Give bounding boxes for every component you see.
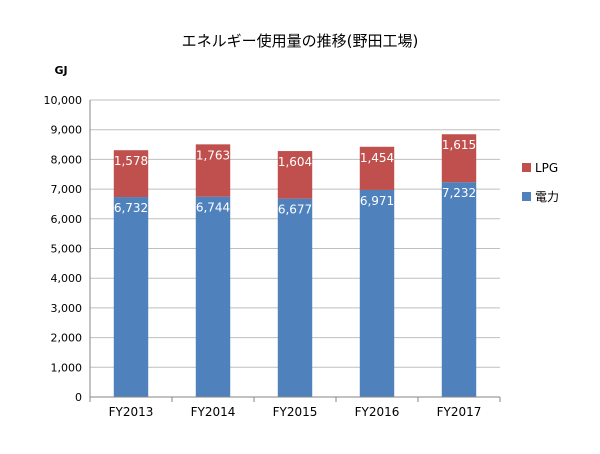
bar-lpg bbox=[277, 151, 313, 199]
data-label: 1,578 bbox=[114, 154, 148, 168]
bar-electricity bbox=[195, 196, 231, 397]
bar-lpg bbox=[113, 150, 149, 198]
x-tick-label: FY2016 bbox=[355, 405, 400, 419]
bar-electricity bbox=[113, 197, 149, 397]
data-label: 6,677 bbox=[278, 203, 312, 217]
data-label: 7,232 bbox=[442, 186, 476, 200]
chart-title: エネルギー使用量の推移(野田工場) bbox=[182, 32, 419, 50]
y-tick-label: 7,000 bbox=[51, 183, 83, 196]
legend-swatch bbox=[522, 163, 531, 172]
y-tick-label: 10,000 bbox=[44, 94, 83, 107]
y-tick-label: 3,000 bbox=[51, 302, 83, 315]
data-label: 6,732 bbox=[114, 201, 148, 215]
y-tick-label: 4,000 bbox=[51, 272, 83, 285]
legend-swatch bbox=[522, 192, 531, 201]
bar-electricity bbox=[359, 189, 395, 397]
data-label: 1,604 bbox=[278, 155, 312, 169]
x-tick-label: FY2014 bbox=[191, 405, 236, 419]
x-tick-label: FY2015 bbox=[273, 405, 318, 419]
bar-lpg bbox=[359, 146, 395, 190]
legend: LPG 電力 bbox=[522, 161, 559, 204]
bar-lpg bbox=[195, 144, 231, 197]
x-tick-label: FY2017 bbox=[437, 405, 482, 419]
y-tick-label: 6,000 bbox=[51, 213, 83, 226]
legend-label: LPG bbox=[535, 161, 558, 175]
data-label: 1,454 bbox=[360, 151, 394, 165]
y-tick-label: 2,000 bbox=[51, 332, 83, 345]
y-tick-label: 8,000 bbox=[51, 153, 83, 166]
y-tick-label: 5,000 bbox=[51, 243, 83, 256]
bar-electricity bbox=[277, 198, 313, 397]
y-tick-label: 9,000 bbox=[51, 124, 83, 137]
bar-lpg bbox=[441, 134, 477, 183]
y-tick-label: 1,000 bbox=[51, 361, 83, 374]
x-tick-label: FY2013 bbox=[109, 405, 154, 419]
axes: 0 1,000 2,000 3,000 4,000 5,000 6,000 7,000 8,00… bbox=[44, 94, 501, 419]
data-label: 1,615 bbox=[442, 138, 476, 152]
data-label: 6,744 bbox=[196, 201, 230, 215]
y-tick-label: 0 bbox=[75, 391, 82, 404]
legend-label: 電力 bbox=[535, 190, 559, 204]
data-label: 6,971 bbox=[360, 194, 394, 208]
data-label: 1,763 bbox=[196, 148, 230, 162]
bar-electricity bbox=[441, 182, 477, 397]
bars: 6,732 1,578 6,744 1,763 6,677 1,604 6,971 1,454… bbox=[113, 134, 477, 397]
y-axis-unit-label: GJ bbox=[54, 64, 67, 77]
